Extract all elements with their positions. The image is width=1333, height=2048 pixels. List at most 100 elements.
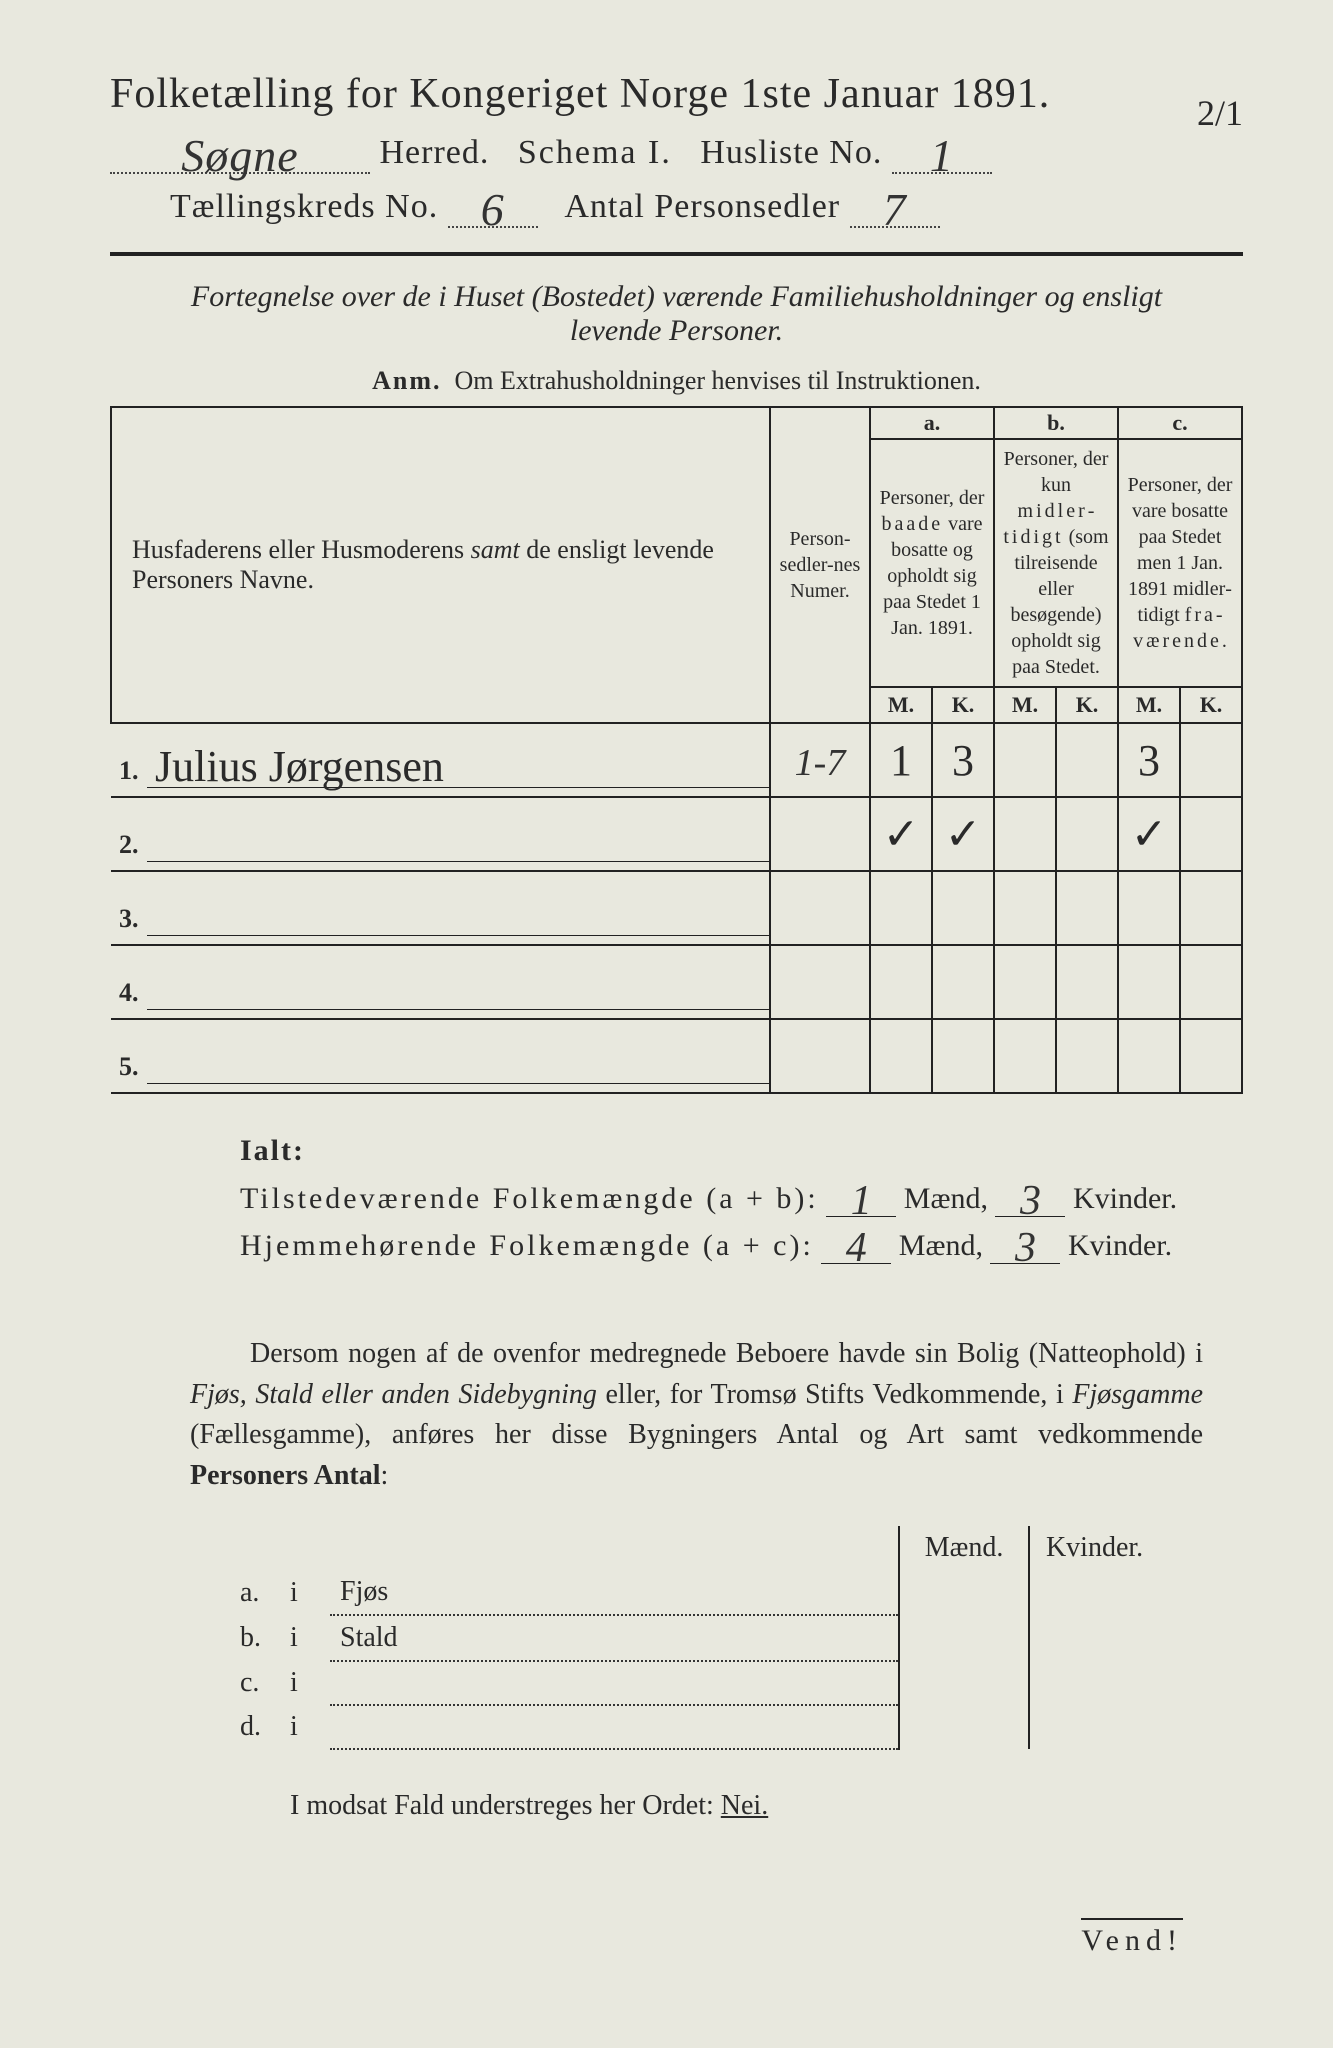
row-num: 1. [111,723,147,797]
footer-line: I modsat Fald understreges her Ordet: Ne… [290,1790,1243,1822]
ab-k: 3 [1020,1187,1041,1216]
c-m: M. [1118,687,1180,723]
ac-k: 3 [1015,1234,1036,1263]
col-a-text: Personer, der baade vare bo­satte og oph… [870,439,994,687]
col-a-label: a. [870,407,994,439]
a-k-val: 3 [932,723,994,797]
numer-cell [770,797,870,871]
herred-line: Søgne Herred. Schema I. Husliste No. 1 [110,134,1243,174]
divider [110,252,1243,256]
herred-label: Herred. [380,134,490,171]
anm-line: Anm. Om Extrahusholdninger henvises til … [110,366,1243,396]
form-title: Folketælling for Kongeriget Norge 1ste J… [110,70,1243,118]
anm-text: Om Extrahusholdninger henvises til Instr… [454,366,980,395]
schema-label: Schema I. [518,134,672,171]
kreds-line: Tællingskreds No. 6 Antal Personsedler 7 [110,188,1243,228]
building-row: b. i Stald [230,1615,1159,1661]
bld-lbl: b. [230,1615,280,1661]
table-row: 2. ✓ ✓ ✓ [111,797,1242,871]
col-names-header: Husfaderens eller Husmode­rens samt de e… [111,407,770,723]
personsedler-label: Antal Personsedler [564,188,840,225]
name-cell [147,945,770,1019]
a-m-val: 1 [870,723,932,797]
numer-cell: 1-7 [770,723,870,797]
c-k-val [1180,797,1242,871]
col-c-label: c. [1118,407,1242,439]
row-num: 4. [111,945,147,1019]
table-row: 5. [111,1019,1242,1093]
b-m-val [994,797,1056,871]
bld-lbl: c. [230,1661,280,1705]
row-num: 5. [111,1019,147,1093]
ialt-label: Ialt: [240,1134,1183,1168]
bld-type: Fjøs [340,1576,388,1607]
ab-m: 1 [851,1187,872,1216]
c-m-val: 3 [1118,723,1180,797]
census-table: Husfaderens eller Husmode­rens samt de e… [110,406,1243,1094]
building-table: Mænd. Kvinder. a. i Fjøs b. i Stald c. i… [230,1526,1159,1750]
corner-note: 2/1 [1197,92,1243,134]
bld-lbl: a. [230,1570,280,1615]
col-b-label: b. [994,407,1118,439]
intro-text: Fortegnelse over de i Huset (Bostedet) v… [150,280,1203,348]
row-num: 2. [111,797,147,871]
bld-lbl: d. [230,1705,280,1749]
col-b-text: Personer, der kun midler­tidigt (som til… [994,439,1118,687]
table-row: 3. [111,871,1242,945]
building-row: d. i [230,1705,1159,1749]
name-cell: Julius Jørgensen [147,723,770,797]
kreds-label: Tællingskreds No. [170,188,438,225]
person-name: Julius Jørgensen [155,742,444,791]
b-k-val [1056,723,1118,797]
b-m-val [994,723,1056,797]
b-k-val [1056,797,1118,871]
bld-i: i [280,1705,330,1749]
total-ab-row: Tilstedeværende Folkemængde (a + b): 1 M… [240,1182,1183,1217]
bld-i: i [280,1570,330,1615]
total-ac-row: Hjemmehørende Folkemængde (a + c): 4 Mæn… [240,1229,1183,1264]
building-row: c. i [230,1661,1159,1705]
bld-i: i [280,1615,330,1661]
kvinder-label: Kvinder. [1073,1182,1177,1215]
nei-word: Nei. [721,1790,768,1821]
a-k: K. [932,687,994,723]
c-m-val: ✓ [1118,797,1180,871]
table-row: 4. [111,945,1242,1019]
col-c-text: Personer, der vare bosatte paa Stedet me… [1118,439,1242,687]
bld-i: i [280,1661,330,1705]
c-k-val [1180,723,1242,797]
anm-label: Anm. [372,366,441,395]
maend-label: Mænd, [899,1229,983,1262]
husliste-value: 1 [930,140,954,172]
a-m-val: ✓ [870,797,932,871]
col-numer-header: Person-sedler-nes Numer. [770,407,870,723]
kreds-value: 6 [481,194,505,226]
total-ac-label: Hjemmehørende Folkemængde (a + c): [240,1229,814,1262]
b-k: K. [1056,687,1118,723]
total-ab-label: Tilstedeværende Folkemængde (a + b): [240,1182,819,1215]
table-row: 1. Julius Jørgensen 1-7 1 3 3 [111,723,1242,797]
maend-label: Mænd, [904,1182,988,1215]
totals-block: Ialt: Tilstedeværende Folkemængde (a + b… [240,1134,1183,1264]
row-num: 3. [111,871,147,945]
building-row: a. i Fjøs [230,1570,1159,1615]
vend-label: Vend! [1081,1918,1183,1958]
bld-m-header: Mænd. [899,1526,1029,1570]
census-form: { "header": { "title": "Folketælling for… [0,0,1333,2048]
ac-m: 4 [846,1234,867,1263]
personsedler-value: 7 [883,194,907,226]
bld-k-header: Kvinder. [1029,1526,1159,1570]
b-m: M. [994,687,1056,723]
bld-type: Stald [340,1622,398,1653]
name-cell [147,871,770,945]
a-m: M. [870,687,932,723]
footer-text: I modsat Fald understreges her Ordet: [290,1790,714,1821]
husliste-label: Husliste No. [700,134,882,171]
a-k-val: ✓ [932,797,994,871]
kvinder-label: Kvinder. [1068,1229,1172,1262]
name-cell [147,797,770,871]
herred-value: Søgne [181,140,298,172]
name-cell [147,1019,770,1093]
building-paragraph: Dersom nogen af de ovenfor medregnede Be… [190,1334,1203,1496]
c-k: K. [1180,687,1242,723]
